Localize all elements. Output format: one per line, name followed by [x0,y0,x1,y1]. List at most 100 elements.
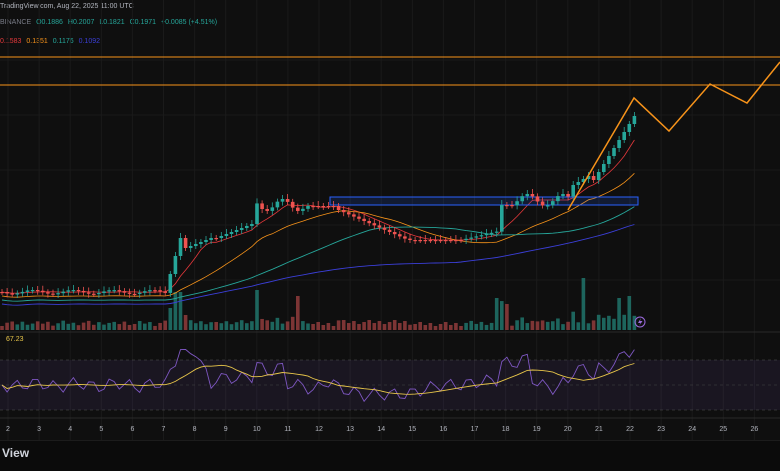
volume-bar [607,315,611,330]
candle-body [71,290,76,292]
candle-body [428,240,433,242]
candle-body [153,290,157,292]
candle-body [347,212,351,215]
candle-body [224,234,229,236]
candle-body [112,290,116,292]
candle-body [489,232,494,234]
candle-body [617,140,621,148]
volume-bar [41,323,45,330]
candle-body [229,232,234,234]
volume-bar [127,324,132,330]
volume-bar [602,317,606,330]
candle-body [137,292,142,294]
volume-bar [214,322,218,330]
ma-value-3: 0.1176 [52,38,74,45]
volume-bar [413,324,417,330]
volume-bar [194,323,198,330]
volume-bar [479,321,484,330]
volume-bar [107,322,111,330]
volume-bar [229,324,234,330]
candle-body [545,205,550,207]
volume-bar [204,324,208,330]
volume-bar [132,323,137,330]
volume-bar [81,322,86,330]
candle-body [290,201,295,208]
volume-bar [423,325,428,330]
ma-value-1: 0.1583 [0,38,22,45]
candle-body [398,234,402,237]
volume-bar [296,296,300,330]
x-tick-label: 8 [193,426,197,433]
volume-bar [46,321,50,330]
volume-bar [97,322,101,330]
candle-body [132,293,137,296]
rsi-line [1,349,635,403]
volume-bar [347,323,351,330]
candle-body [92,293,96,295]
volume-bar [168,307,173,330]
candle-body [102,291,106,293]
volume-bar [566,321,570,330]
volume-bar [408,324,412,330]
volume-bar [112,321,116,330]
price-chart[interactable]: 2 3 4 5 6 7 8 9 10 11 12 13 14 15 16 17 18 19 20 21 22 23 24 25… [0,0,780,440]
candle-body [163,291,167,293]
candle-body [530,194,535,197]
ohlc-high: H0.2007 [67,19,95,26]
volume-bar [255,290,259,330]
volume-bar [209,322,213,330]
candle-body [306,206,310,209]
x-tick-label: 22 [626,426,634,433]
volume-bar [433,326,438,330]
volume-bar [336,320,341,330]
candle-body [86,292,91,294]
candle-body [408,238,412,240]
candle-body [341,210,346,213]
candle-body [602,164,606,172]
volume-bar [484,324,489,330]
candle-body [612,148,616,156]
candle-body [245,226,249,228]
volume-bar [245,323,249,330]
candle-body [183,238,188,248]
projection-path[interactable] [567,61,780,211]
candle-body [357,216,361,219]
attribution: TradingView.com, Aug 22, 2025 11:00 UTC [0,3,137,10]
x-tick-label: 25 [719,426,727,433]
resistance-lines [0,56,780,86]
lightning-icon[interactable] [634,316,646,328]
volume-bar [382,324,387,330]
x-tick-label: 24 [688,426,696,433]
candle-body [178,238,183,256]
candle-body [551,201,555,206]
volume-bar [15,324,20,330]
candle-body [581,179,586,182]
candle-body [148,290,152,292]
volume-bar [290,316,295,330]
volume-bar [280,323,285,330]
volume-bar [51,325,55,330]
volume-bar [474,323,479,330]
candle-body [168,274,173,293]
candle-body [107,290,111,292]
candle-body [10,293,14,295]
volume-bar [86,320,91,330]
candle-body [586,176,591,179]
volume-bar [357,324,361,330]
volume-bar [301,321,305,330]
candle-body [280,199,285,202]
volume-bar [617,298,621,330]
volume-bar [102,324,106,330]
candle-body [556,196,560,202]
volume-bar [540,320,545,330]
volume-bar [418,322,422,330]
volume-bar [71,322,76,330]
volume-bar [117,324,122,330]
resistance-zone[interactable] [329,196,639,206]
volume-bar [443,322,448,330]
tradingview-brand[interactable]: View [2,446,30,460]
volume-bar [576,322,581,330]
volume-bar [260,318,264,330]
volume-bar [66,323,71,330]
candle-body [464,238,468,240]
